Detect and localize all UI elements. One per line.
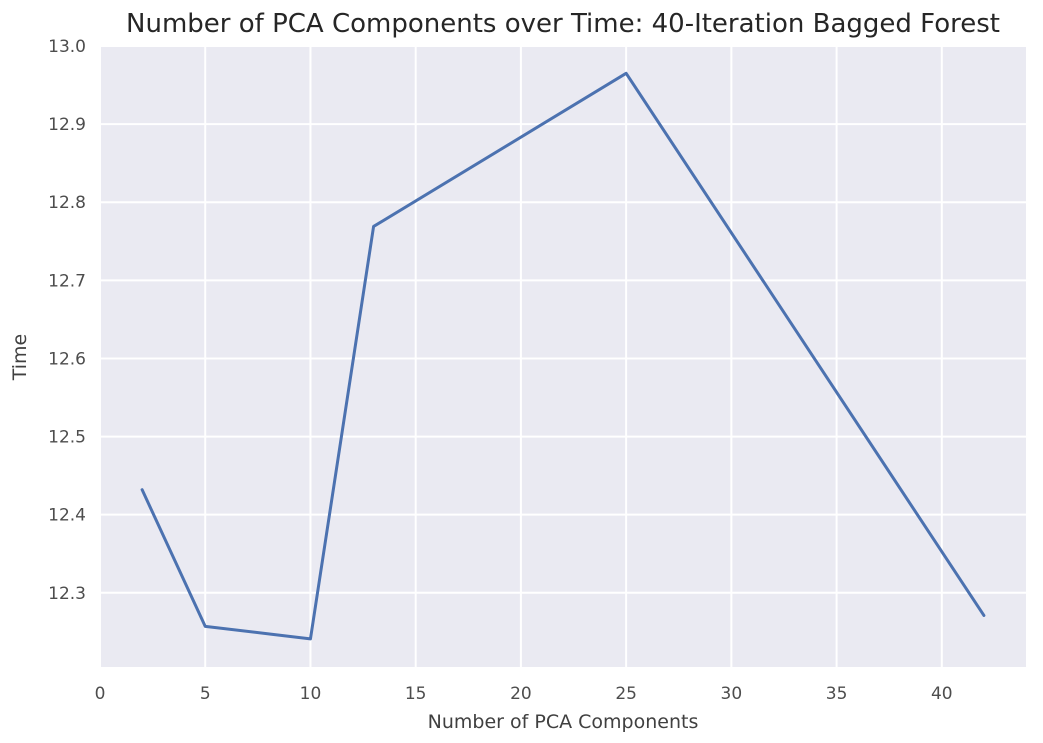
x-tick-label: 30 (721, 684, 743, 704)
y-tick-label: 12.9 (48, 115, 86, 135)
y-tick-label: 12.7 (48, 271, 86, 291)
x-tick-label: 35 (826, 684, 848, 704)
x-tick-label: 20 (510, 684, 532, 704)
x-tick-label: 10 (300, 684, 322, 704)
x-tick-label: 5 (200, 684, 211, 704)
chart-title: Number of PCA Components over Time: 40-I… (126, 9, 1000, 39)
y-tick-label: 13.0 (48, 37, 86, 57)
y-tick-labels: 12.3 12.4 12.5 12.6 12.7 12.8 12.9 13.0 (48, 37, 86, 604)
x-tick-labels: 0 5 10 15 20 25 30 35 40 (95, 684, 953, 704)
y-tick-label: 12.3 (48, 584, 86, 604)
grid (99, 45, 1026, 667)
series-line (140, 71, 986, 641)
y-tick-label: 12.6 (48, 349, 86, 369)
y-axis-label: Time (9, 334, 31, 382)
series-layer (140, 71, 986, 641)
x-tick-label: 15 (405, 684, 427, 704)
y-tick-label: 12.5 (48, 428, 86, 448)
y-tick-label: 12.8 (48, 193, 86, 213)
plot-background (100, 46, 1026, 667)
x-axis-label: Number of PCA Components (428, 711, 699, 733)
y-tick-label: 12.4 (48, 506, 86, 526)
x-tick-label: 40 (931, 684, 953, 704)
x-tick-label: 25 (615, 684, 637, 704)
x-tick-label: 0 (95, 684, 106, 704)
